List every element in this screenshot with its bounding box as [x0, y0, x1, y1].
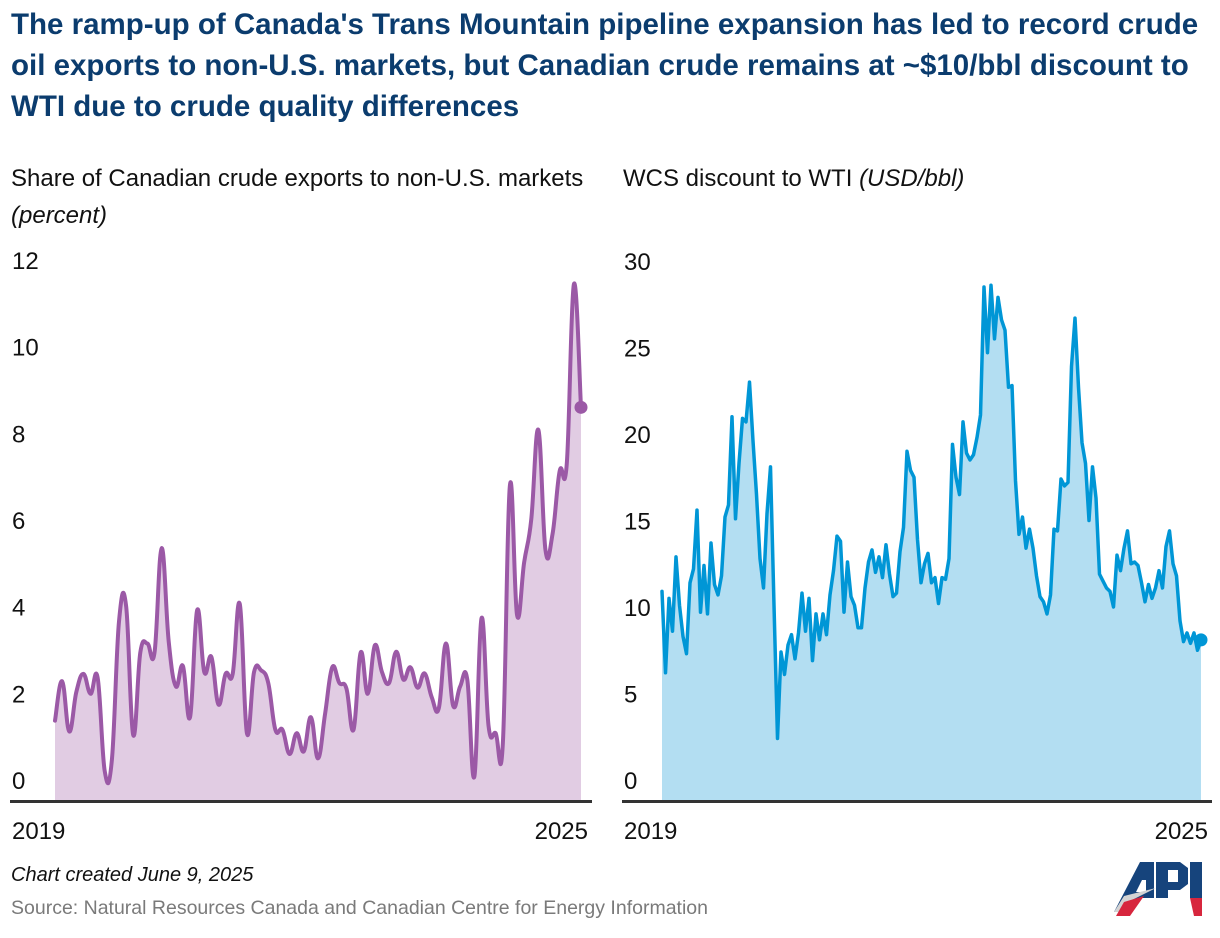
right-area-fill — [662, 285, 1201, 801]
right-chart-unit: (USD/bbl) — [859, 165, 965, 192]
left-x-tick-label: 2019 — [12, 818, 65, 845]
left-y-tick-label: 0 — [12, 768, 25, 795]
left-area-fill — [55, 283, 581, 800]
left-y-tick-label: 6 — [12, 508, 25, 535]
left-y-tick-label: 8 — [12, 421, 25, 448]
right-y-tick-label: 5 — [624, 682, 637, 709]
left-chart-exports-share: 0 2 4 6 8 10 12 2019 2025 — [10, 248, 592, 845]
left-y-tick-label: 2 — [12, 681, 25, 708]
left-chart-unit: (percent) — [11, 202, 108, 229]
right-x-tick-label: 2025 — [1155, 818, 1208, 845]
left-y-tick-label: 12 — [12, 248, 39, 275]
right-x-tick-label: 2019 — [624, 818, 677, 845]
left-chart-title: Share of Canadian crude exports to non-U… — [11, 160, 611, 234]
right-end-marker — [1194, 633, 1208, 647]
right-y-tick-label: 25 — [624, 336, 651, 363]
left-series-line — [53, 281, 583, 786]
right-y-tick-label: 30 — [624, 249, 651, 276]
left-y-tick-label: 10 — [12, 335, 39, 362]
right-y-tick-label: 0 — [624, 768, 637, 795]
right-chart-title: WCS discount to WTI (USD/bbl) — [623, 160, 1213, 197]
left-y-tick-label: 4 — [12, 595, 25, 622]
right-y-tick-label: 10 — [624, 595, 651, 622]
right-y-tick-label: 15 — [624, 509, 651, 536]
right-series-line — [660, 283, 1203, 741]
left-chart-title-text: Share of Canadian crude exports to non-U… — [11, 165, 584, 192]
left-x-tick-label: 2025 — [535, 818, 588, 845]
right-y-tick-label: 20 — [624, 422, 651, 449]
source-note: Source: Natural Resources Canada and Can… — [11, 897, 708, 919]
api-logo — [1114, 862, 1202, 916]
right-chart-title-text: WCS discount to WTI — [623, 165, 853, 192]
chart-headline: The ramp-up of Canada's Trans Mountain p… — [11, 8, 1199, 123]
left-end-marker — [574, 400, 588, 414]
chart-created-note: Chart created June 9, 2025 — [11, 864, 254, 886]
